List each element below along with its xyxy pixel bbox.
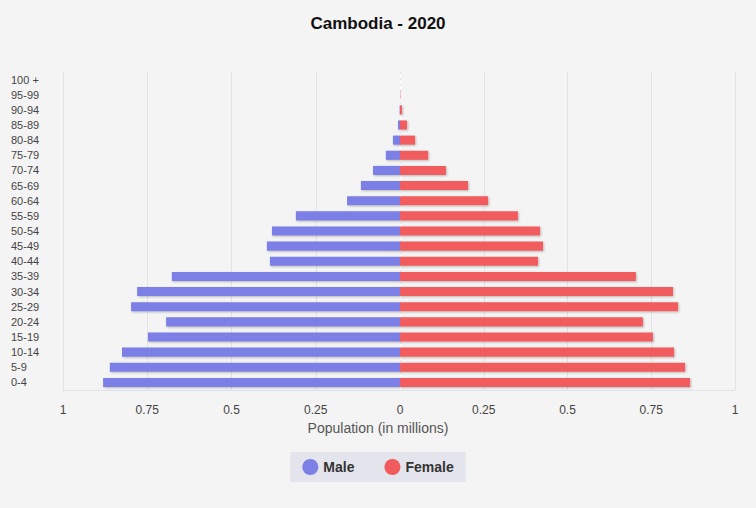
svg-text:70-74: 70-74: [11, 164, 39, 176]
svg-text:20-24: 20-24: [11, 316, 39, 328]
svg-text:75-79: 75-79: [11, 149, 39, 161]
svg-text:100 +: 100 +: [11, 74, 39, 86]
svg-text:0.5: 0.5: [223, 403, 240, 417]
svg-text:1: 1: [732, 403, 739, 417]
svg-text:Population (in millions): Population (in millions): [308, 420, 449, 436]
svg-text:25-29: 25-29: [11, 301, 39, 313]
svg-text:35-39: 35-39: [11, 270, 39, 282]
svg-text:60-64: 60-64: [11, 195, 39, 207]
svg-text:80-84: 80-84: [11, 134, 39, 146]
svg-text:1: 1: [60, 403, 67, 417]
svg-text:30-34: 30-34: [11, 286, 39, 298]
svg-text:0-4: 0-4: [11, 376, 27, 388]
svg-text:40-44: 40-44: [11, 255, 39, 267]
svg-text:0.25: 0.25: [304, 403, 328, 417]
svg-text:0: 0: [397, 403, 404, 417]
svg-text:10-14: 10-14: [11, 346, 39, 358]
svg-text:50-54: 50-54: [11, 225, 39, 237]
svg-text:85-89: 85-89: [11, 119, 39, 131]
svg-text:Male: Male: [323, 459, 354, 475]
svg-text:5-9: 5-9: [11, 361, 27, 373]
svg-text:95-99: 95-99: [11, 89, 39, 101]
svg-text:15-19: 15-19: [11, 331, 39, 343]
svg-text:65-69: 65-69: [11, 180, 39, 192]
svg-text:Cambodia - 2020: Cambodia - 2020: [310, 14, 445, 33]
svg-text:0.75: 0.75: [136, 403, 160, 417]
svg-text:45-49: 45-49: [11, 240, 39, 252]
svg-text:Female: Female: [405, 459, 453, 475]
svg-text:0.75: 0.75: [640, 403, 664, 417]
svg-text:55-59: 55-59: [11, 210, 39, 222]
svg-text:90-94: 90-94: [11, 104, 39, 116]
svg-text:0.25: 0.25: [472, 403, 496, 417]
svg-text:0.5: 0.5: [559, 403, 576, 417]
